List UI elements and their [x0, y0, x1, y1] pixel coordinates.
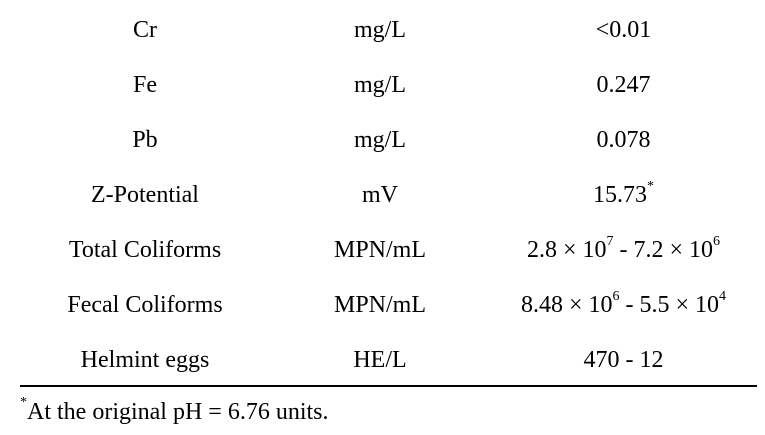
value-exponent: 6 — [612, 289, 620, 304]
unit-cell: HE/L — [353, 347, 407, 373]
table-row: Total Coliforms MPN/mL 2.8 × 107 - 7.2 ×… — [20, 230, 757, 270]
parameter-cell: Fe — [133, 72, 157, 98]
footnote-marker: * — [20, 395, 27, 410]
value-cell: 470 - 12 — [583, 347, 664, 373]
value-cell: 15.73* — [490, 175, 757, 215]
table-row: Fe mg/L 0.247 — [20, 65, 757, 105]
footnote-text: At the original pH = 6.76 units. — [27, 399, 329, 425]
value-cell: 8.48 × 106 - 5.5 × 104 — [490, 285, 757, 325]
parameter-cell: Z-Potential — [91, 182, 199, 208]
value-text: 15.73 — [593, 182, 647, 208]
value-cell: 0.078 — [596, 127, 651, 153]
table-row: Helmint eggs HE/L 470 - 12 — [20, 340, 757, 380]
unit-cell: MPN/mL — [333, 237, 426, 263]
value-base: 2.8 × 10 — [526, 237, 607, 263]
table-row: Z-Potential mV 15.73* — [20, 175, 757, 215]
parameter-cell: Helmint eggs — [80, 347, 210, 373]
unit-cell: mV — [362, 182, 398, 208]
unit-cell: mg/L — [354, 17, 406, 43]
parameter-cell: Pb — [132, 127, 158, 153]
table-row: Pb mg/L 0.078 — [20, 120, 757, 160]
table-bottom-rule — [20, 385, 757, 387]
value-exponent: 6 — [713, 234, 721, 249]
value-base: - 7.2 × 10 — [613, 237, 714, 263]
table-footnote: *At the original pH = 6.76 units. — [20, 395, 329, 429]
table-row: Fecal Coliforms MPN/mL 8.48 × 106 - 5.5 … — [20, 285, 757, 325]
parameter-cell: Fecal Coliforms — [67, 292, 223, 318]
footnote-marker: * — [647, 179, 654, 194]
table-row: Cr mg/L <0.01 — [20, 10, 757, 50]
value-cell: 0.247 — [596, 72, 651, 98]
unit-cell: mg/L — [354, 127, 406, 153]
value-exponent: 7 — [606, 234, 614, 249]
value-base: 8.48 × 10 — [520, 292, 613, 318]
value-exponent: 4 — [719, 289, 727, 304]
value-base: - 5.5 × 10 — [619, 292, 720, 318]
parameter-cell: Cr — [133, 17, 157, 43]
value-cell: 2.8 × 107 - 7.2 × 106 — [490, 230, 757, 270]
parameter-cell: Total Coliforms — [68, 237, 222, 263]
value-cell: <0.01 — [595, 17, 652, 43]
unit-cell: mg/L — [354, 72, 406, 98]
unit-cell: MPN/mL — [333, 292, 426, 318]
